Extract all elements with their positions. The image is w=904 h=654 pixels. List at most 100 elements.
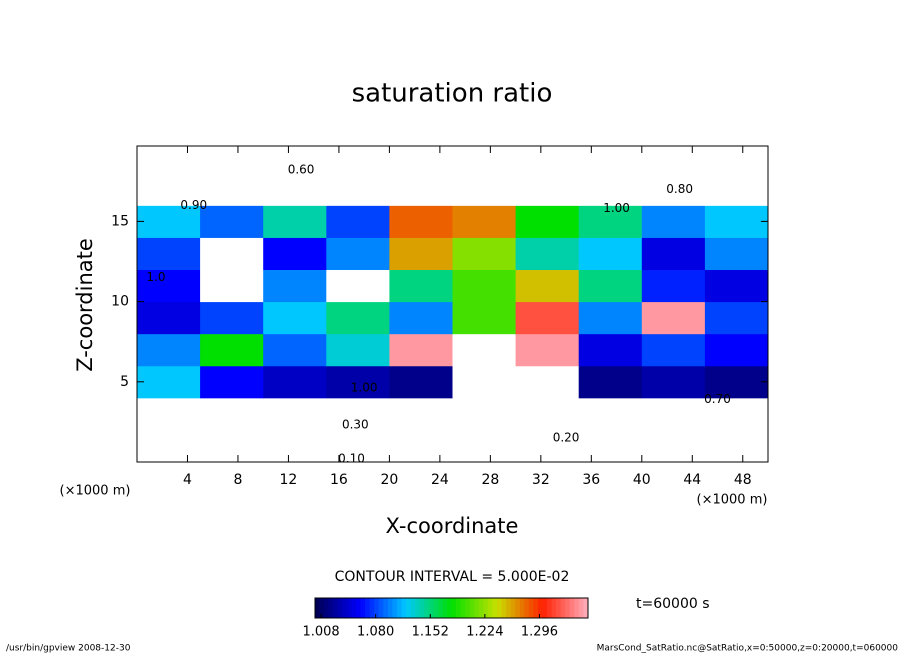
colorbar-swatch [360, 598, 366, 618]
colorbar-swatch [424, 598, 430, 618]
colorbar-swatch [369, 598, 375, 618]
cell [326, 269, 390, 303]
cell [389, 237, 453, 271]
cell [263, 301, 327, 335]
x-tick-label: 44 [683, 472, 701, 488]
cell [578, 237, 643, 271]
cell [704, 301, 768, 335]
cell [263, 205, 327, 238]
colorbar-swatch [519, 598, 525, 618]
cell [200, 429, 264, 462]
cell [578, 397, 643, 431]
colorbar-swatch [433, 598, 439, 618]
cell [326, 301, 390, 335]
cell [326, 365, 390, 399]
cell [137, 397, 201, 431]
colorbar-swatch [565, 598, 571, 618]
cell [137, 173, 201, 206]
cell [641, 333, 706, 367]
cell [452, 397, 517, 431]
footer-left: /usr/bin/gpview 2008-12-30 [6, 644, 131, 654]
cell [704, 146, 768, 174]
colorbar-swatch [442, 598, 448, 618]
colorbar-swatch [428, 598, 434, 618]
colorbar-swatch [328, 598, 334, 618]
time-label: t=60000 s [636, 596, 710, 612]
x-tick-label: 20 [380, 472, 398, 488]
y-tick-label: 15 [111, 213, 129, 229]
cell [704, 397, 768, 431]
colorbar-swatch [410, 598, 416, 618]
x-tick-label: 28 [481, 472, 499, 488]
cell [263, 173, 327, 206]
colorbar-swatch [533, 598, 539, 618]
cell [200, 397, 264, 431]
colorbar-tick-label: 1.296 [521, 625, 558, 640]
colorbar-swatch [560, 598, 566, 618]
colorbar-swatch [387, 598, 393, 618]
contour-label: 1.00 [603, 201, 630, 215]
cell [641, 269, 706, 303]
colorbar-swatch [446, 598, 452, 618]
y-tick-label: 5 [120, 374, 129, 390]
x-tick-label: 36 [582, 472, 600, 488]
colorbar-swatch [333, 598, 339, 618]
colorbar-swatch [510, 598, 516, 618]
cell [137, 365, 201, 399]
x-tick-label: 16 [330, 472, 348, 488]
cell [200, 333, 264, 367]
colorbar-swatch [515, 598, 521, 618]
plot-frame [136, 145, 769, 463]
cell [326, 173, 390, 206]
cell [515, 333, 580, 367]
y-axis-label: Z-coordinate [73, 238, 97, 372]
colorbar-swatch [337, 598, 343, 618]
cell [641, 301, 706, 335]
contour-label: 1.00 [351, 381, 378, 395]
cell [389, 429, 453, 462]
colorbar-swatch [574, 598, 580, 618]
cell [578, 301, 643, 335]
cell [200, 269, 264, 303]
cell [641, 173, 706, 206]
cell [578, 205, 643, 238]
cell [578, 333, 643, 367]
colorbar-swatch [497, 598, 502, 618]
contour-label: 0.90 [180, 198, 207, 212]
cell [389, 269, 453, 303]
x-tick-label: 40 [633, 472, 651, 488]
contour-label: 0.80 [666, 182, 693, 196]
cell [326, 237, 390, 271]
x-tick-label: 24 [431, 472, 449, 488]
colorbar-tick-label: 1.224 [466, 625, 503, 640]
colorbar-swatch [324, 598, 330, 618]
cell [200, 146, 264, 174]
cell [137, 146, 201, 174]
cell [452, 205, 517, 238]
cell [389, 365, 453, 399]
colorbar-swatch [483, 598, 489, 618]
x-unit: (×1000 m) [697, 493, 768, 508]
cell [641, 429, 706, 462]
colorbar-tick-label: 1.008 [302, 625, 339, 640]
colorbar-swatch [451, 598, 457, 618]
cell [389, 333, 453, 367]
colorbar-swatch [346, 598, 352, 618]
colorbar-swatch [537, 598, 543, 618]
cell [326, 333, 390, 367]
contour-label: 0.60 [288, 163, 315, 177]
cell [200, 237, 264, 271]
cell [641, 237, 706, 271]
colorbar-swatch [551, 598, 557, 618]
cell [137, 429, 201, 462]
contour-interval: CONTOUR INTERVAL = 5.000E-02 [335, 569, 570, 585]
cell [263, 429, 327, 462]
chart-title: saturation ratio [352, 79, 553, 109]
colorbar-swatch [319, 598, 325, 618]
y-tick-label: 10 [111, 294, 129, 310]
colorbar-swatch [365, 598, 370, 618]
cell [452, 146, 517, 174]
cell [326, 429, 390, 462]
cell [326, 205, 390, 238]
